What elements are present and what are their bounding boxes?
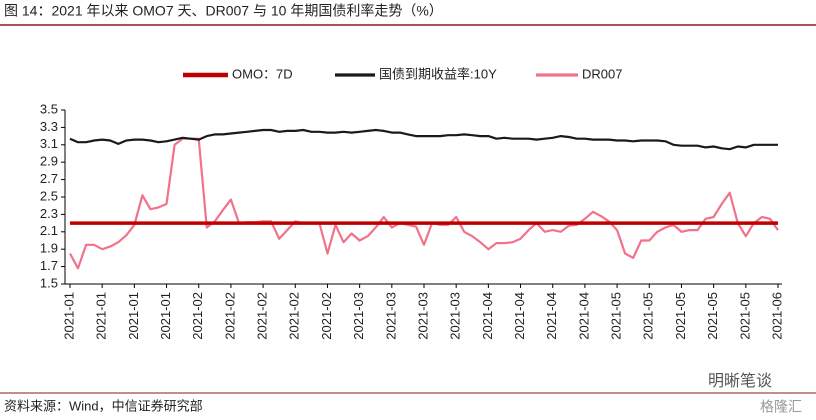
y-tick-label: 1.5: [40, 275, 58, 290]
x-tick-label: 2021-02: [190, 292, 205, 340]
x-tick-label: 2021-05: [705, 292, 720, 340]
x-tick-label: 2021-03: [383, 292, 398, 340]
legend-label: DR007: [582, 66, 622, 81]
x-tick-label: 2021-02: [319, 292, 334, 340]
y-tick-label: 2.3: [40, 206, 58, 221]
y-tick-label: 1.9: [40, 241, 58, 256]
x-tick-label: 2021-02: [255, 292, 270, 340]
y-tick-label: 2.1: [40, 223, 58, 238]
legend-label: 国债到期收益率:10Y: [379, 66, 497, 81]
y-tick-label: 2.9: [40, 154, 58, 169]
x-tick-label: 2021-02: [287, 292, 302, 340]
y-tick-label: 3.3: [40, 119, 58, 134]
chart-title: 图 14：2021 年以来 OMO7 天、DR007 与 10 年期国债利率走势…: [4, 3, 443, 19]
source: 资料来源：Wind，中信证券研究部: [4, 398, 203, 413]
legend-label: OMO：7D: [232, 66, 293, 81]
y-tick-label: 3.1: [40, 136, 58, 151]
y-tick-label: 3.5: [40, 101, 58, 116]
x-tick-label: 2021-05: [737, 292, 752, 340]
y-tick-label: 1.7: [40, 258, 58, 273]
series-line: [69, 137, 779, 270]
x-tick-label: 2021-03: [448, 292, 463, 340]
x-tick-label: 2021-06: [769, 292, 784, 340]
x-tick-label: 2021-01: [94, 292, 109, 340]
watermark: 格隆汇: [760, 399, 802, 415]
x-tick-label: 2021-03: [351, 292, 366, 340]
x-tick-label: 2021-05: [609, 292, 624, 340]
x-tick-label: 2021-04: [544, 292, 559, 340]
x-tick-label: 2021-05: [641, 292, 656, 340]
x-tick-label: 2021-01: [126, 292, 141, 340]
x-tick-label: 2021-02: [222, 292, 237, 340]
x-tick-label: 2021-03: [415, 292, 430, 340]
x-tick-label: 2021-05: [673, 292, 688, 340]
x-tick-label: 2021-01: [158, 292, 173, 340]
x-tick-label: 2021-01: [61, 292, 76, 340]
x-tick-label: 2021-04: [480, 292, 495, 340]
x-tick-label: 2021-04: [512, 292, 527, 340]
series-line: [69, 128, 778, 151]
y-tick-label: 2.5: [40, 188, 58, 203]
watermark: 明晰笔谈: [708, 372, 772, 390]
x-tick-label: 2021-04: [576, 292, 591, 340]
y-tick-label: 2.7: [40, 171, 58, 186]
